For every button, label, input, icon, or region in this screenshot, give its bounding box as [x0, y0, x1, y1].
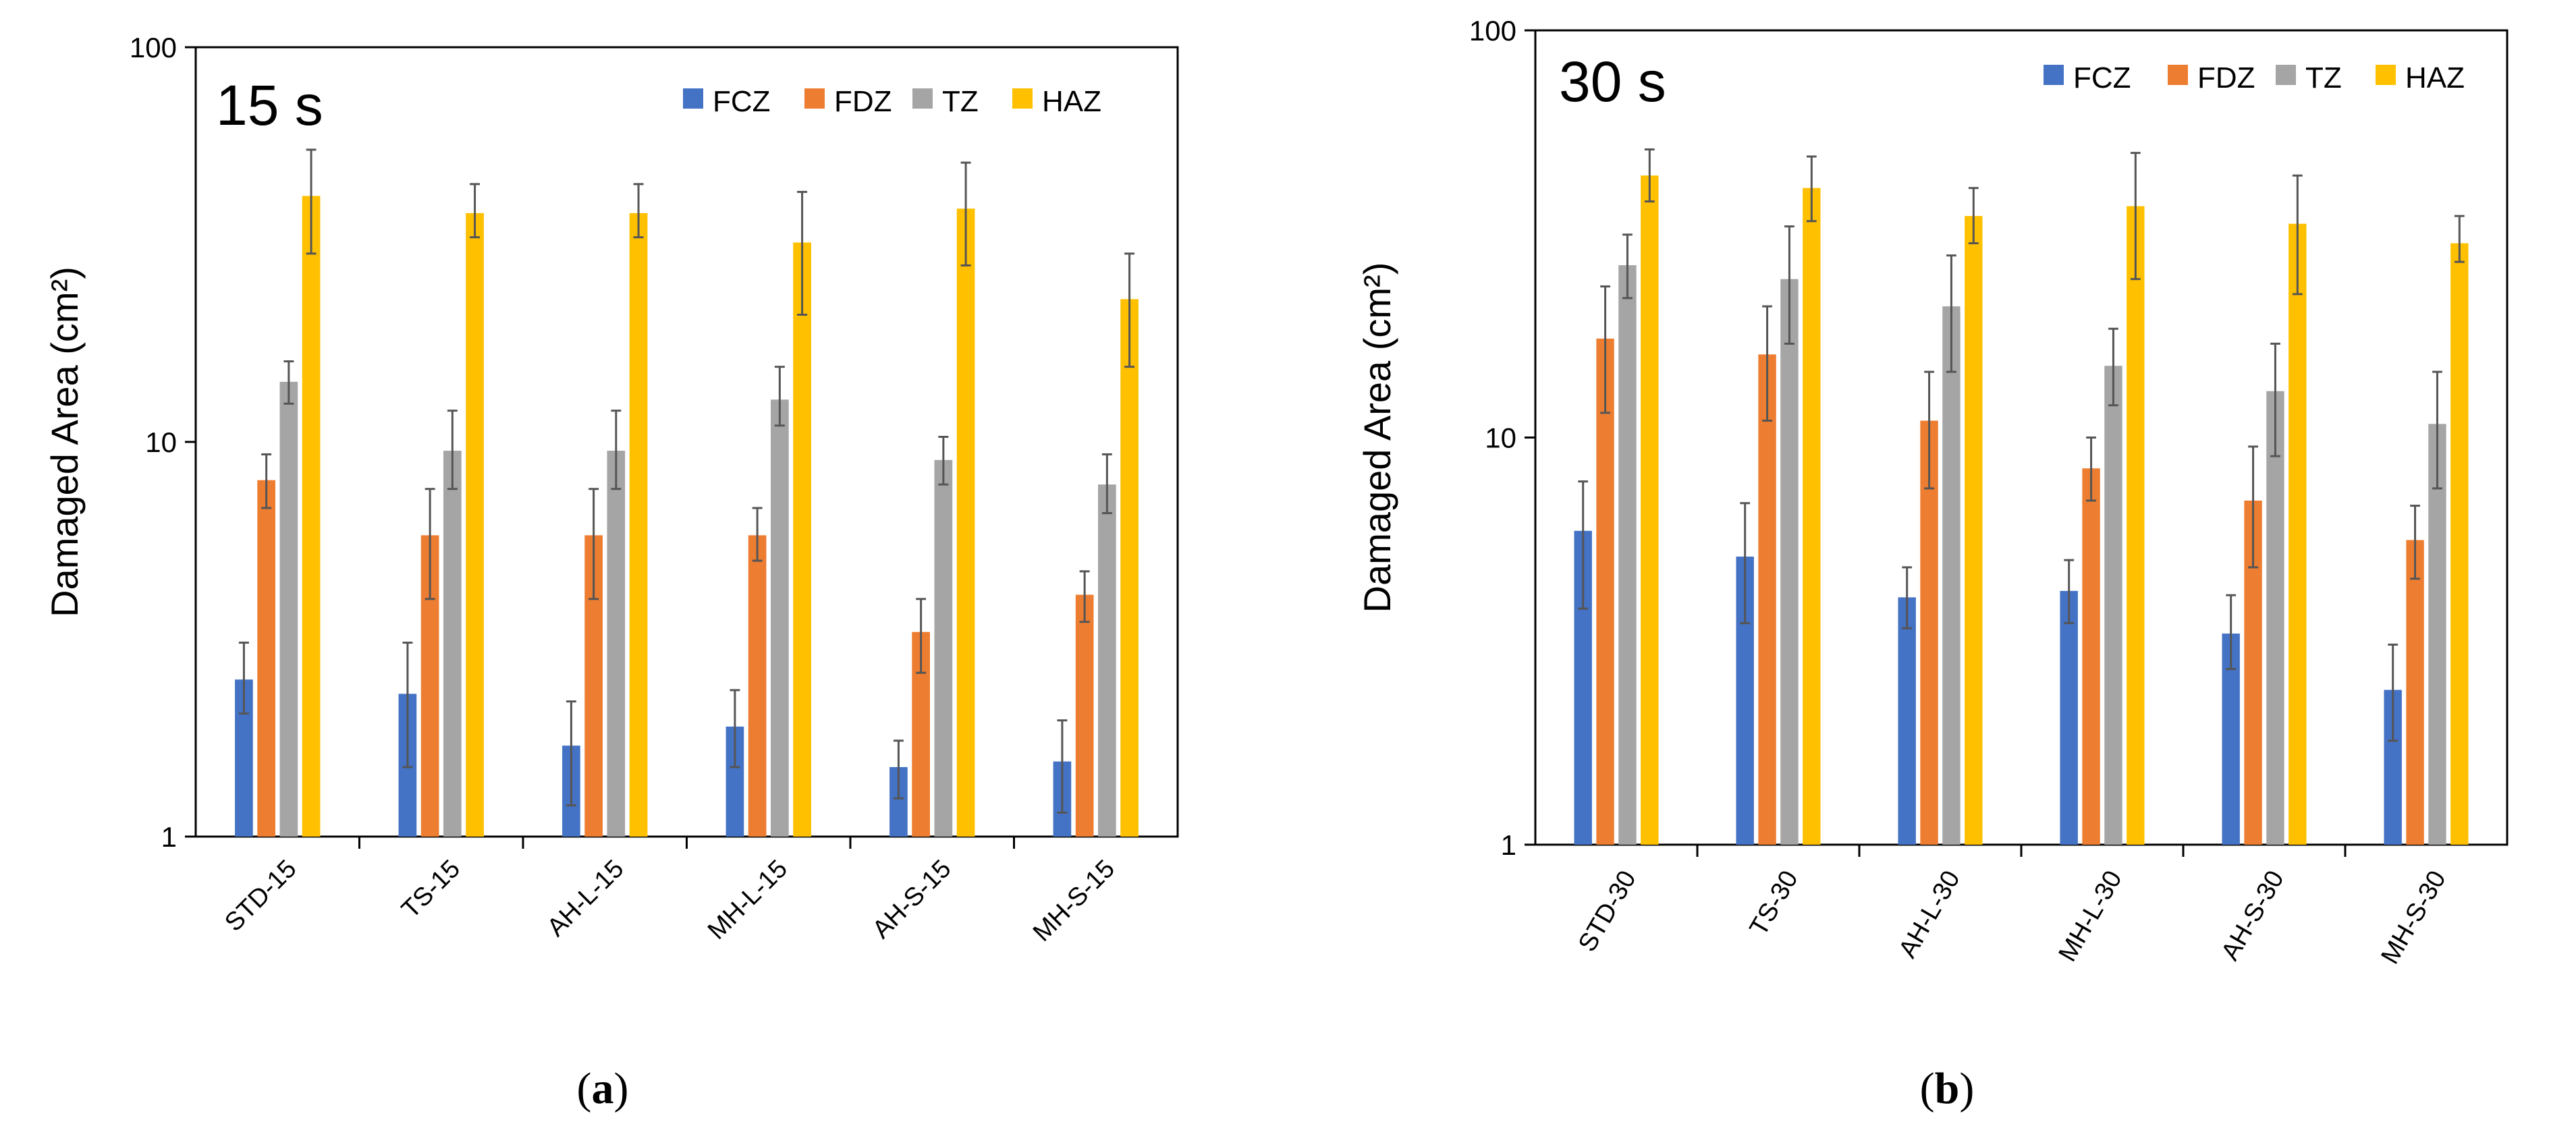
bar-fdz: [2406, 540, 2424, 845]
bar-tz: [1098, 484, 1116, 837]
category-label: STD-30: [1573, 866, 1642, 957]
bar-haz: [1803, 188, 1821, 845]
legend-swatch-haz: [2376, 65, 2396, 85]
category-label: STD-15: [219, 855, 302, 937]
bar-haz: [1641, 175, 1659, 845]
legend-label-tz: TZ: [942, 85, 979, 118]
bar-fdz: [748, 535, 767, 837]
category-label: MH-L-15: [703, 855, 793, 945]
bar-fcz: [1898, 597, 1916, 845]
legend-swatch-fcz: [2044, 65, 2064, 85]
bar-tz: [2104, 366, 2122, 845]
y-tick-label: 100: [130, 32, 177, 63]
bar-haz: [1120, 299, 1139, 837]
bar-haz: [2127, 206, 2145, 845]
category-label: TS-30: [1745, 866, 1804, 941]
y-axis-label: Damaged Area (cm²): [1356, 262, 1398, 613]
chart-panel-a: 1 10 100 Damaged Area (cm²) STD-15 TS-15 AH-L-…: [43, 32, 1179, 1113]
panel-title: 30 s: [1559, 50, 1666, 113]
panel-title: 15 s: [216, 74, 323, 137]
legend-label-haz: HAZ: [1042, 85, 1101, 118]
category-label: MH-S-30: [2376, 866, 2451, 970]
category-label: TS-15: [396, 855, 466, 924]
bar-tz: [2266, 391, 2284, 845]
y-tick-label: 100: [1469, 15, 1516, 47]
category-label: AH-L-30: [1894, 866, 1966, 963]
bar-tz: [1780, 279, 1799, 845]
y-tick-label: 1: [161, 821, 177, 853]
bar-tz: [2428, 424, 2446, 845]
panel-label: (a): [577, 1064, 629, 1113]
bar-haz: [2289, 223, 2307, 845]
y-tick-label: 10: [1485, 422, 1516, 454]
legend-label-fcz: FCZ: [2073, 61, 2131, 94]
bar-fdz: [257, 480, 275, 837]
y-tick-label: 1: [1501, 829, 1516, 861]
category-label: AH-L-15: [542, 855, 630, 943]
bar-haz: [629, 213, 648, 837]
bar-haz: [956, 208, 975, 837]
legend-swatch-fdz: [804, 88, 825, 109]
plot-frame: [1534, 29, 2509, 846]
bar-tz: [443, 451, 462, 837]
chart-panel-b: 1 10 100 Damaged Area (cm²) STD-30 TS-30 AH-L-…: [1356, 15, 2509, 1113]
category-label: MH-L-30: [2054, 866, 2128, 967]
bar-tz: [607, 451, 626, 837]
bar-fcz: [2060, 590, 2078, 845]
bar-fdz: [1075, 594, 1094, 837]
legend-swatch-fcz: [683, 88, 703, 109]
bar-fdz: [2082, 468, 2100, 845]
bar-tz: [771, 399, 789, 837]
bar-tz: [1618, 265, 1637, 845]
bar-haz: [793, 242, 811, 837]
y-tick-label: 10: [145, 426, 177, 458]
bar-tz: [279, 381, 298, 837]
legend-swatch-tz: [2276, 65, 2296, 85]
bar-haz: [1965, 216, 1983, 845]
plot-frame: [194, 46, 1179, 838]
bar-fdz: [1596, 338, 1614, 845]
bar-fdz: [1920, 420, 1938, 845]
legend-swatch-tz: [912, 88, 933, 109]
legend-label-fdz: FDZ: [834, 85, 892, 118]
legend-label-tz: TZ: [2305, 61, 2342, 94]
y-axis-label: Damaged Area (cm²): [43, 266, 86, 617]
category-label: AH-S-30: [2216, 866, 2290, 965]
category-label: AH-S-15: [867, 855, 957, 945]
bar-haz: [302, 196, 321, 837]
bar-tz: [934, 459, 953, 837]
bar-haz: [2450, 243, 2469, 845]
category-label: MH-S-15: [1028, 855, 1120, 947]
bar-haz: [466, 213, 484, 837]
legend-swatch-haz: [1012, 88, 1033, 109]
bar-tz: [1942, 306, 1961, 845]
bar-fdz: [1758, 354, 1776, 845]
panel-label: (b): [1920, 1064, 1975, 1113]
legend-swatch-fdz: [2168, 65, 2188, 85]
legend-label-fdz: FDZ: [2197, 61, 2255, 94]
legend-label-fcz: FCZ: [713, 85, 771, 118]
legend-label-haz: HAZ: [2405, 61, 2465, 94]
